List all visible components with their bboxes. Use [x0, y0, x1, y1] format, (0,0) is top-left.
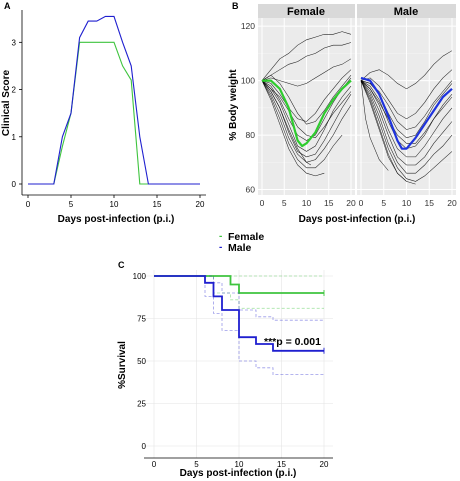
- panel-c-x-title: Days post-infection (p.i.): [180, 468, 297, 479]
- panel-b-y-ticks: 60 80 100 120: [241, 21, 255, 194]
- y-tick-label: 100: [241, 76, 255, 86]
- x-tick-label: 15: [153, 200, 162, 209]
- panel-c-x-ticks: 0 5 10 15 20: [152, 460, 329, 469]
- mean-weight-curve-female: [262, 79, 352, 148]
- survival-curve-female: [154, 275, 324, 294]
- x-tick-label: 5: [69, 200, 74, 209]
- individual-weight-line: [360, 80, 389, 171]
- panel-c-y-ticks: 0 25 50 75 100: [133, 272, 147, 451]
- x-tick-label: 20: [447, 198, 457, 208]
- y-tick-label: 120: [241, 21, 255, 31]
- y-tick-label: 2: [12, 86, 17, 95]
- panel-a-y-title: Clinical Score: [1, 69, 12, 136]
- y-tick-label: 75: [137, 315, 146, 324]
- legend-swatch-female: -: [219, 231, 222, 242]
- panel-b-plot-area: [261, 31, 453, 185]
- legend-label-female: Female: [228, 231, 264, 243]
- individual-weight-line: [261, 80, 343, 169]
- panel-a-plot-area: [28, 15, 200, 185]
- x-tick-label: 0: [260, 198, 265, 208]
- survival-ci-male: [154, 275, 324, 375]
- individual-weight-line: [261, 77, 352, 141]
- individual-weight-line: [261, 80, 352, 139]
- panel-c-plot-area: [154, 275, 325, 375]
- y-tick-label: 25: [137, 400, 146, 409]
- x-tick-label: 10: [110, 200, 119, 209]
- individual-weight-line: [261, 42, 352, 81]
- individual-weight-line: [261, 31, 352, 81]
- clinical-score-line-0: [28, 41, 200, 185]
- panel-b-y-title: % Body weight: [228, 69, 239, 141]
- x-tick-label: 20: [320, 460, 329, 469]
- x-tick-label: 20: [346, 198, 356, 208]
- x-tick-label: 5: [282, 198, 287, 208]
- survival-ci-male: [154, 275, 324, 321]
- y-tick-label: 3: [12, 38, 17, 47]
- significance-annotation: ***p = 0.001: [264, 336, 321, 348]
- legend: - Female - Male: [219, 231, 264, 254]
- panel-b-x-title: Days post-infection (p.i.): [299, 214, 416, 225]
- panel-c-letter: C: [118, 260, 125, 270]
- mean-weight-curve-male: [360, 76, 453, 150]
- panel-c-y-title: %Survival: [117, 341, 128, 389]
- individual-weight-line: [261, 80, 352, 152]
- individual-weight-line: [360, 80, 453, 174]
- individual-weight-line: [360, 80, 453, 166]
- facet-label-female: Female: [287, 6, 325, 18]
- individual-weight-line: [360, 80, 453, 182]
- clinical-score-line-1: [28, 15, 200, 185]
- legend-swatch-male: -: [219, 242, 222, 253]
- survival-curve-male: [154, 275, 324, 352]
- x-tick-label: 0: [359, 198, 364, 208]
- panel-b: B Female Male 0 5 10 15 20 0 5 10 15 20 608010012…: [228, 1, 457, 225]
- x-tick-label: 20: [196, 200, 205, 209]
- facet-strip-female: [258, 4, 355, 18]
- individual-weight-line: [261, 69, 352, 122]
- x-tick-label: 10: [302, 198, 312, 208]
- individual-weight-line: [360, 50, 453, 90]
- individual-weight-line: [360, 80, 407, 182]
- x-tick-label: 10: [402, 198, 412, 208]
- x-tick-label: 0: [152, 460, 157, 469]
- y-tick-label: 0: [142, 442, 147, 451]
- x-tick-label: 5: [194, 460, 199, 469]
- individual-weight-line: [261, 58, 352, 87]
- panel-a: A 0 5 10 15 20 0 1 2 3 Days post-infection (p.i…: [1, 1, 206, 225]
- individual-weight-line: [261, 80, 312, 166]
- y-tick-label: 100: [133, 272, 147, 281]
- x-tick-label: 0: [26, 200, 31, 209]
- individual-weight-line: [360, 69, 453, 120]
- facet-strip-male: [357, 4, 456, 18]
- x-tick-label: 5: [381, 198, 386, 208]
- x-tick-label: 15: [425, 198, 435, 208]
- panel-c-gridlines: [144, 270, 333, 458]
- y-tick-label: 80: [246, 130, 256, 140]
- panel-a-x-title: Days post-infection (p.i.): [58, 214, 175, 225]
- survival-ci-female: [154, 275, 324, 309]
- individual-weight-line: [261, 80, 325, 177]
- panel-b-letter: B: [232, 1, 239, 11]
- panel-a-y-ticks: 0 1 2 3: [12, 38, 22, 189]
- individual-weight-line: [360, 80, 453, 144]
- facet-label-male: Male: [394, 6, 418, 18]
- y-tick-label: 50: [137, 357, 146, 366]
- x-tick-label: 15: [324, 198, 334, 208]
- legend-label-male: Male: [228, 242, 252, 254]
- panel-b-x-ticks: 0 5 10 15 20 0 5 10 15 20: [260, 198, 457, 208]
- panel-c: C 0 5 10 15 20 0 25 50 75 100 ***p = 0.001 Days …: [117, 260, 333, 479]
- y-tick-label: 1: [12, 133, 17, 142]
- x-tick-label: 10: [235, 460, 244, 469]
- individual-weight-line: [261, 74, 352, 125]
- panel-a-x-ticks: 0 5 10 15 20: [26, 195, 205, 209]
- y-tick-label: 0: [12, 180, 17, 189]
- panel-a-letter: A: [4, 1, 11, 11]
- y-tick-label: 60: [246, 185, 256, 195]
- individual-weight-line: [360, 80, 453, 158]
- x-tick-label: 15: [277, 460, 286, 469]
